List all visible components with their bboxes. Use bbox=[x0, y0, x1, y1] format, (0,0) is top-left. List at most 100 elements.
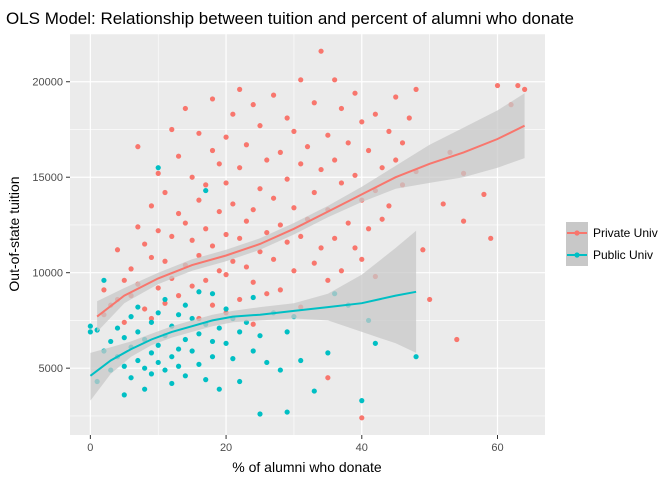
point-public-univ bbox=[372, 340, 378, 346]
point-private-univ bbox=[121, 319, 127, 325]
point-private-univ bbox=[406, 115, 412, 121]
fit-line-public-univ bbox=[89, 290, 417, 377]
point-public-univ bbox=[175, 312, 182, 318]
point-private-univ bbox=[372, 111, 378, 117]
fit-lines bbox=[89, 124, 526, 377]
point-private-univ bbox=[311, 260, 317, 266]
point-private-univ bbox=[515, 82, 521, 89]
point-private-univ bbox=[522, 86, 528, 92]
point-private-univ bbox=[203, 182, 209, 188]
point-private-univ bbox=[488, 235, 494, 241]
point-private-univ bbox=[189, 237, 195, 243]
legend: Private Univ Public Univ bbox=[566, 222, 658, 266]
point-private-univ bbox=[237, 235, 243, 241]
point-public-univ bbox=[189, 315, 195, 322]
point-public-univ bbox=[114, 325, 121, 331]
point-private-univ bbox=[182, 220, 188, 226]
point-private-univ bbox=[365, 226, 372, 232]
legend-label-public-univ: Public Univ bbox=[593, 248, 653, 262]
point-private-univ bbox=[148, 254, 155, 261]
x-axis-label: % of alumni who donate bbox=[232, 459, 382, 475]
point-private-univ bbox=[203, 277, 209, 283]
point-private-univ bbox=[325, 277, 331, 283]
point-public-univ bbox=[277, 367, 283, 373]
point-private-univ bbox=[162, 300, 168, 306]
point-private-univ bbox=[440, 201, 446, 207]
point-public-univ bbox=[155, 310, 161, 316]
point-private-univ bbox=[250, 102, 256, 108]
point-private-univ bbox=[175, 293, 182, 299]
point-public-univ bbox=[196, 361, 202, 367]
point-private-univ bbox=[114, 247, 121, 253]
point-private-univ bbox=[399, 140, 406, 146]
grid-major bbox=[70, 34, 545, 435]
point-public-univ bbox=[209, 291, 216, 297]
point-public-univ bbox=[230, 356, 236, 362]
point-private-univ bbox=[277, 149, 283, 155]
point-private-univ bbox=[393, 94, 399, 100]
point-private-univ bbox=[454, 336, 460, 343]
point-private-univ bbox=[237, 86, 243, 92]
point-private-univ bbox=[379, 216, 385, 222]
x-tick-label: 40 bbox=[356, 442, 368, 454]
point-private-univ bbox=[359, 256, 365, 262]
point-public-univ bbox=[121, 392, 127, 398]
point-private-univ bbox=[311, 100, 317, 106]
point-public-univ bbox=[284, 409, 290, 415]
point-private-univ bbox=[291, 128, 297, 134]
point-private-univ bbox=[257, 186, 263, 192]
point-private-univ bbox=[264, 157, 270, 163]
point-private-univ bbox=[203, 226, 209, 232]
point-public-univ bbox=[142, 386, 148, 392]
point-public-univ bbox=[121, 335, 127, 341]
point-private-univ bbox=[209, 302, 216, 308]
y-tick-label: 15000 bbox=[32, 172, 63, 184]
point-private-univ bbox=[284, 239, 290, 245]
point-private-univ bbox=[175, 153, 182, 159]
point-public-univ bbox=[87, 323, 93, 329]
point-private-univ bbox=[135, 224, 141, 230]
y-axis-ticks: 5000 10000 15000 20000 bbox=[32, 77, 70, 375]
chart-title: OLS Model: Relationship between tuition … bbox=[6, 9, 574, 28]
point-public-univ bbox=[128, 314, 134, 320]
point-private-univ bbox=[427, 296, 433, 303]
point-public-univ bbox=[148, 371, 155, 377]
plot-panel bbox=[70, 34, 545, 435]
point-private-univ bbox=[352, 90, 358, 96]
point-private-univ bbox=[277, 222, 283, 228]
confidence-band-private-univ bbox=[97, 93, 525, 332]
point-public-univ bbox=[169, 354, 175, 360]
point-private-univ bbox=[155, 228, 161, 234]
y-axis-label: Out-of-state tuition bbox=[6, 176, 22, 291]
point-public-univ bbox=[284, 329, 290, 335]
point-public-univ bbox=[209, 338, 216, 345]
point-private-univ bbox=[304, 144, 311, 150]
point-private-univ bbox=[142, 306, 148, 312]
point-public-univ bbox=[135, 304, 141, 310]
legend-marker-private-univ bbox=[574, 230, 580, 236]
point-private-univ bbox=[352, 245, 358, 251]
point-private-univ bbox=[223, 231, 229, 238]
point-public-univ bbox=[142, 365, 148, 371]
y-tick-label: 10000 bbox=[32, 268, 63, 280]
point-public-univ bbox=[250, 294, 256, 301]
point-private-univ bbox=[345, 220, 351, 226]
point-private-univ bbox=[250, 321, 256, 327]
point-private-univ bbox=[264, 229, 270, 236]
point-public-univ bbox=[216, 386, 222, 392]
point-public-univ bbox=[87, 329, 93, 335]
point-private-univ bbox=[298, 233, 304, 240]
point-public-univ bbox=[182, 373, 188, 379]
point-private-univ bbox=[420, 247, 426, 253]
point-public-univ bbox=[175, 363, 182, 369]
point-public-univ bbox=[203, 187, 209, 194]
point-private-univ bbox=[128, 266, 134, 272]
point-private-univ bbox=[284, 115, 290, 121]
point-private-univ bbox=[345, 140, 351, 146]
point-private-univ bbox=[243, 142, 250, 148]
point-public-univ bbox=[237, 378, 243, 385]
fit-line-private-univ bbox=[96, 124, 526, 318]
point-private-univ bbox=[460, 218, 467, 224]
point-public-univ bbox=[257, 333, 263, 339]
